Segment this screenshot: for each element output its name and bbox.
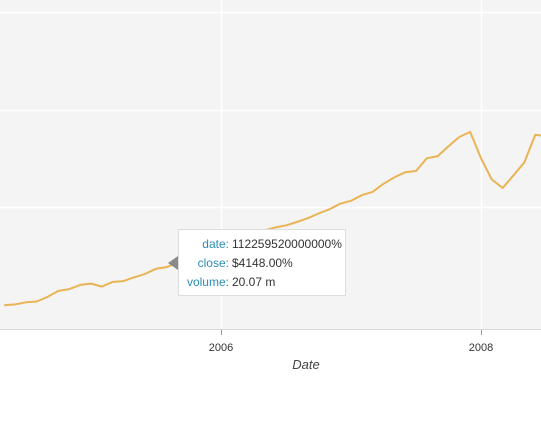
tooltip-row-volume: volume: 20.07 m [179, 274, 345, 290]
x-axis-title: Date [292, 357, 319, 372]
tooltip-key-close: close: [197, 256, 229, 270]
tooltip-row-date: date: 112259520000000% [179, 236, 345, 252]
tooltip-row-close: close: $4148.00% [179, 255, 345, 271]
tooltip: date: 112259520000000% close: $4148.00% … [178, 229, 346, 296]
tooltip-key-date: date: [202, 237, 229, 251]
horizontal-gridlines [0, 11, 541, 209]
x-tick-label: 2008 [469, 342, 493, 354]
tooltip-value-date: 112259520000000% [232, 237, 342, 251]
x-tick-label: 2006 [209, 342, 233, 354]
tooltip-key-volume: volume: [186, 275, 229, 289]
tooltip-value-volume: 20.07 m [232, 275, 276, 289]
x-axis-ticks: 2006 2008 [209, 330, 493, 354]
tooltip-pointer [168, 256, 178, 270]
series-line[interactable] [4, 130, 541, 307]
tooltip-value-close: $4148.00% [232, 256, 293, 270]
